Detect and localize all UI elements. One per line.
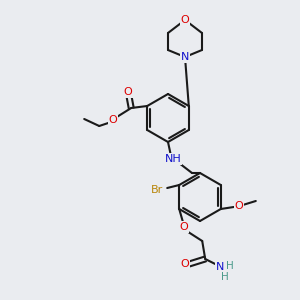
Text: O: O <box>180 222 189 232</box>
Text: O: O <box>181 259 190 269</box>
Text: NH: NH <box>165 154 182 164</box>
Text: O: O <box>124 87 133 97</box>
Text: O: O <box>234 201 243 211</box>
Text: H: H <box>221 272 229 282</box>
Text: Br: Br <box>151 185 163 195</box>
Text: O: O <box>181 15 189 25</box>
Text: N: N <box>181 52 189 62</box>
Text: N: N <box>216 262 224 272</box>
Text: O: O <box>109 115 118 125</box>
Text: H: H <box>226 261 234 271</box>
